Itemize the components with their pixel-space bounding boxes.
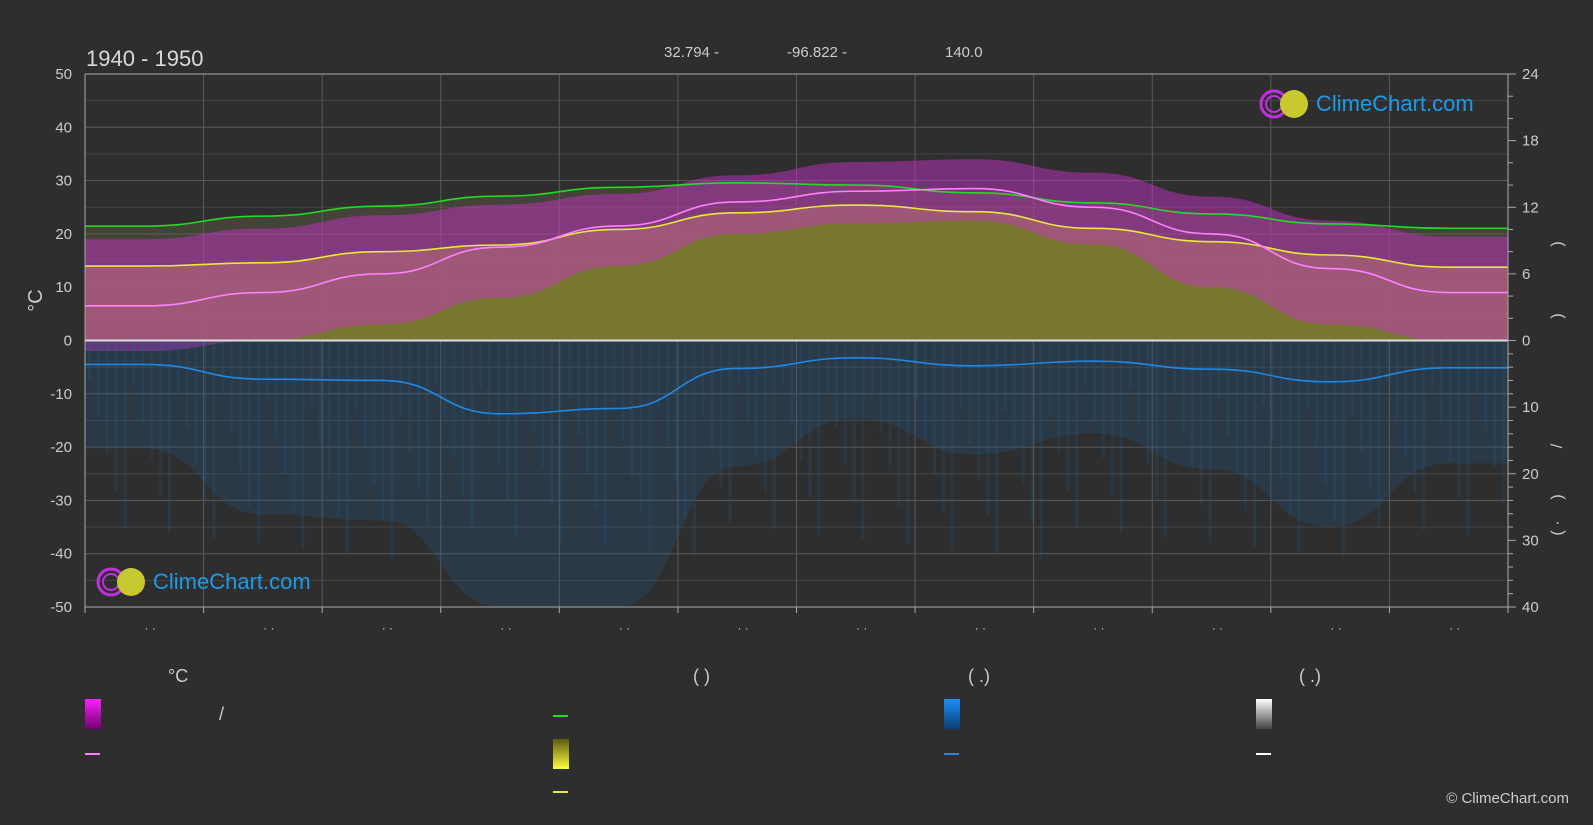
right-axis-glyph: )	[1549, 494, 1566, 499]
chart-areas	[85, 159, 1508, 607]
legend-header-sun: ( )	[693, 666, 710, 686]
left-tick-label: -30	[50, 492, 72, 509]
left-tick-label: -10	[50, 386, 72, 403]
legend-swatch-sunshine	[553, 739, 569, 769]
month-label: · ·	[145, 621, 156, 635]
left-tick-label: 10	[55, 279, 72, 296]
rain-area	[85, 340, 1508, 607]
left-tick-label: -20	[50, 439, 72, 456]
month-label: · ·	[619, 621, 630, 635]
daylight-area	[85, 182, 1508, 341]
right-top-tick-label: 18	[1522, 133, 1539, 150]
month-label: · ·	[263, 621, 274, 635]
brand-logo-top[interactable]: ClimeChart.com	[1258, 88, 1474, 120]
period-title: 1940 - 1950	[86, 46, 204, 71]
right-top-tick-label: 24	[1522, 66, 1539, 83]
left-tick-label: 30	[55, 173, 72, 190]
right-bottom-tick-label: 10	[1522, 399, 1539, 416]
chart-lines	[84, 182, 1509, 415]
right-top-tick-label: 6	[1522, 266, 1530, 283]
right-top-tick-label: 0	[1522, 333, 1530, 350]
right-top-tick-label: 12	[1522, 199, 1539, 216]
legend-swatch-temp-range	[85, 699, 101, 729]
legend-line-daylight	[553, 715, 568, 717]
brand-logo-bottom[interactable]: ClimeChart.com	[95, 566, 311, 598]
legend-line-temp-mean	[85, 753, 100, 755]
legend-swatch-snow	[1256, 699, 1272, 729]
left-tick-label: 20	[55, 226, 72, 243]
month-label: · ·	[856, 621, 867, 635]
legend-header-temperature: °C	[168, 666, 189, 686]
temperature-mean-line	[85, 187, 1509, 307]
month-label: · ·	[1093, 621, 1104, 635]
left-tick-label: -50	[50, 599, 72, 616]
logo-icon	[96, 567, 145, 597]
month-label: · ·	[975, 621, 986, 635]
sunshine-area	[85, 205, 1508, 341]
legend-swatch-rain	[944, 699, 960, 729]
left-axis-label: °C	[25, 289, 47, 311]
month-label: · ·	[500, 621, 511, 635]
rain-mean-line	[84, 357, 1508, 415]
right-axis-glyph: )	[1549, 313, 1566, 318]
month-label: · ·	[737, 621, 748, 635]
left-tick-label: 50	[55, 66, 72, 83]
longitude-text: -96.822 -	[787, 44, 848, 61]
legend-header-snow: ( .)	[1299, 666, 1321, 686]
right-axis-glyph: ( ·	[1549, 520, 1566, 535]
latitude-text: 32.794 -	[664, 44, 720, 61]
right-axis-glyph: /	[1549, 443, 1566, 448]
month-label: · ·	[1449, 621, 1460, 635]
brand-name: ClimeChart.com	[153, 569, 311, 594]
chart-axes: 50 40 30 20 10 0 -10 -20 -30 -40 -50 °C 24 18 12 6 0 10 20…	[25, 66, 1566, 635]
legend-line-sunshine	[553, 791, 568, 793]
logo-icon	[1259, 89, 1308, 119]
month-label: · ·	[382, 621, 393, 635]
elevation-text: 140.0	[945, 44, 983, 61]
legend-line-snow	[1256, 753, 1271, 755]
temperature-range-band	[85, 159, 1508, 352]
brand-name: ClimeChart.com	[1316, 91, 1474, 116]
month-label: · ·	[1330, 621, 1341, 635]
left-tick-label: 40	[55, 119, 72, 136]
copyright: © ClimeChart.com	[1446, 790, 1569, 807]
sunshine-line	[85, 204, 1508, 269]
right-bottom-tick-label: 30	[1522, 532, 1539, 549]
left-tick-label: 0	[64, 333, 72, 350]
right-axis-glyph: )	[1549, 241, 1566, 246]
legend-header-rain: ( .)	[968, 666, 990, 686]
legend-line-rain	[944, 753, 959, 755]
right-bottom-tick-label: 20	[1522, 466, 1539, 483]
legend-slash: /	[219, 704, 225, 724]
month-label: · ·	[1212, 621, 1223, 635]
right-bottom-tick-label: 40	[1522, 599, 1539, 616]
left-tick-label: -40	[50, 546, 72, 563]
daylight-line	[85, 182, 1508, 230]
